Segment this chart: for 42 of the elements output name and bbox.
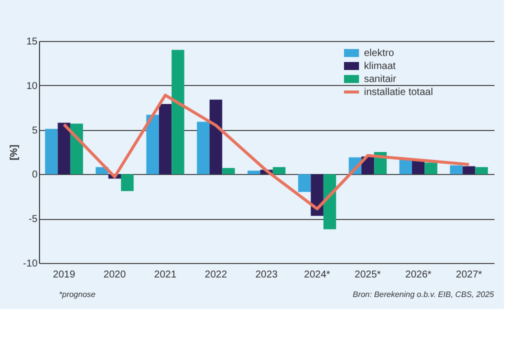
bar xyxy=(222,168,235,174)
legend-label: installatie totaal xyxy=(364,87,433,98)
bar xyxy=(450,165,463,174)
bar xyxy=(424,162,438,174)
bar xyxy=(58,122,70,174)
legend-label: elektro xyxy=(364,48,394,59)
bar xyxy=(210,100,222,174)
text: Bron: Berekening o.b.v. EIB, CBS, 2025 xyxy=(352,290,495,299)
bar xyxy=(120,174,134,192)
bar xyxy=(323,174,336,230)
y-tick-label: 5 xyxy=(32,125,38,136)
bar xyxy=(462,166,476,174)
y-tick-label: 10 xyxy=(26,80,38,92)
x-tick-label: 2026* xyxy=(405,270,432,280)
y-axis-title: [%] xyxy=(9,144,20,160)
bar xyxy=(298,174,311,192)
x-tick-label: 2021 xyxy=(154,270,177,280)
bar xyxy=(70,124,84,174)
bar xyxy=(196,122,210,174)
x-tick-label: 2027* xyxy=(456,270,482,280)
bar xyxy=(310,174,324,216)
bar xyxy=(475,167,488,174)
x-tick-label: 2023 xyxy=(255,270,278,280)
bar xyxy=(146,114,159,174)
x-tick-label: 2022 xyxy=(204,270,228,280)
text: *prognose xyxy=(59,290,96,299)
y-tick-label: -5 xyxy=(28,214,38,226)
x-tick-label: 2020 xyxy=(104,270,126,280)
x-tick-label: 2025* xyxy=(354,270,381,280)
bar xyxy=(272,167,286,174)
legend-label: sanitair xyxy=(364,74,397,85)
x-tick-label: 2019 xyxy=(52,270,76,280)
y-tick-label: 15 xyxy=(26,36,38,48)
legend-label: klimaat xyxy=(364,61,396,72)
bar xyxy=(248,170,260,174)
bar xyxy=(158,104,172,174)
y-tick-label: 0 xyxy=(32,170,38,181)
bar xyxy=(45,128,58,174)
bar xyxy=(172,50,184,174)
y-tick-label: -10 xyxy=(23,258,38,270)
x-tick-label: 2024* xyxy=(304,270,330,280)
line-series xyxy=(62,94,470,210)
